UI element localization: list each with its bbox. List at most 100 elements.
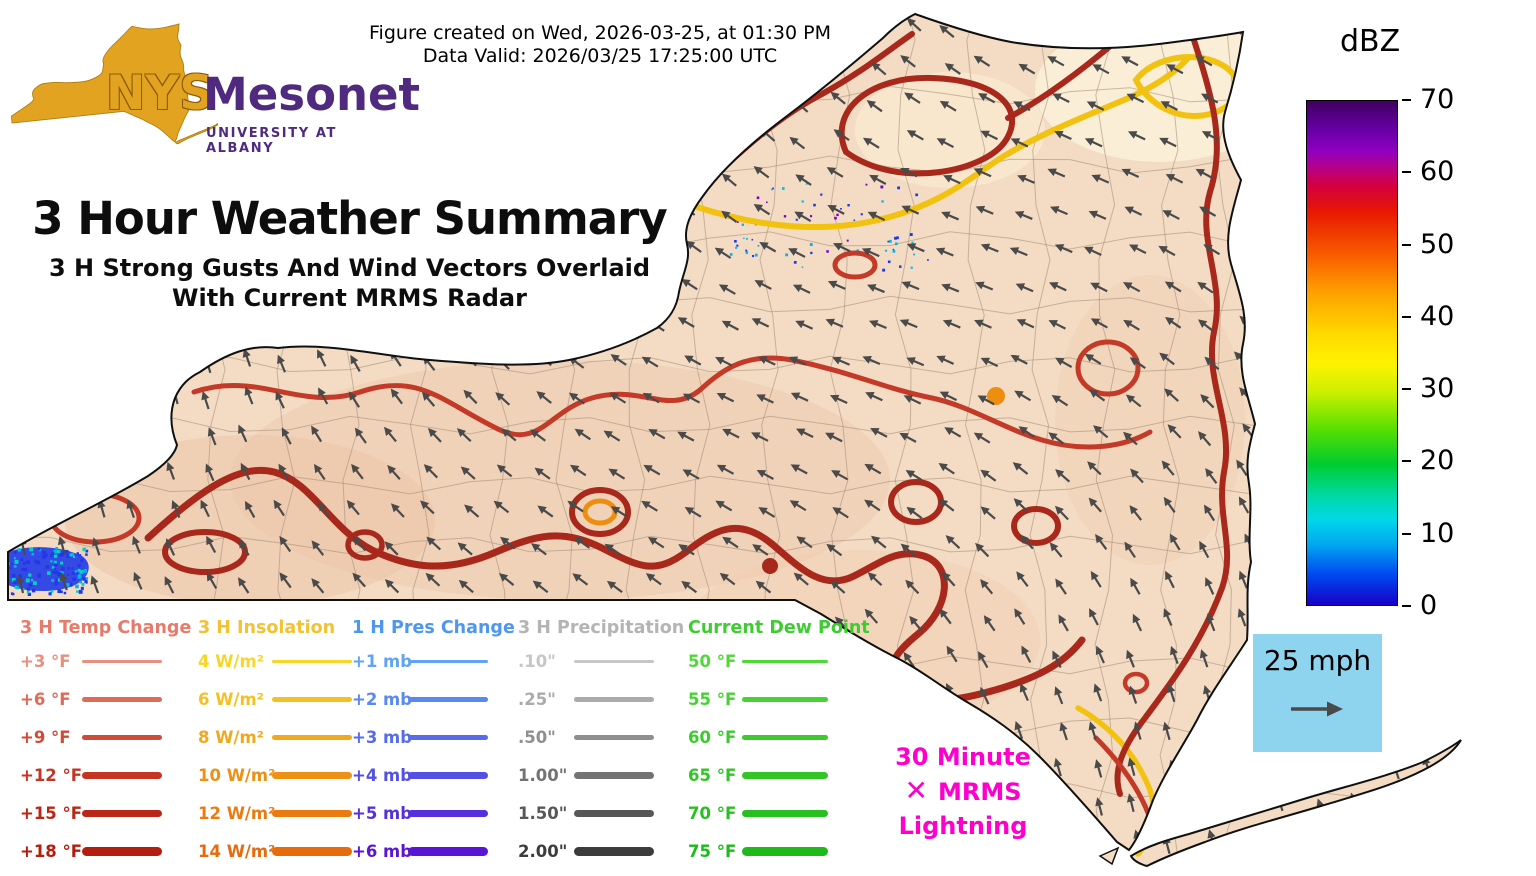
colorbar-tick-label: 40 — [1420, 300, 1455, 332]
legend-item-line — [82, 697, 162, 702]
wind-reference-label: 25 mph — [1263, 644, 1372, 677]
legend-row: 2.00" — [518, 842, 654, 861]
colorbar-tick-label: 60 — [1420, 156, 1455, 188]
legend-item-line — [272, 772, 352, 779]
legend-row: 14 W/m² — [198, 842, 352, 861]
logo-mesonet-text: Mesonet — [203, 68, 421, 121]
legend-row: +6 mb — [352, 842, 488, 861]
legend-item-label: +18 °F — [20, 842, 83, 861]
legend-item-label: +2 mb — [352, 690, 413, 709]
legend-item-label: +5 mb — [352, 804, 413, 823]
colorbar-tick-mark — [1402, 315, 1411, 318]
lightning-x-marker-icon: ✕ — [904, 774, 928, 807]
lightning-note-mrms: MRMS — [937, 778, 1022, 806]
mrms-lightning-note: 30 Minute ✕ MRMS Lightning — [858, 740, 1068, 843]
legend-item-line — [574, 734, 654, 741]
legend-item-label: +1 mb — [352, 652, 413, 671]
legend-item-label: 6 W/m² — [198, 690, 264, 709]
legend-item-line — [82, 772, 162, 779]
legend-item-line — [742, 847, 828, 856]
logo-university-text: UNIVERSITY AT ALBANY — [206, 126, 337, 156]
legend-row: 10 W/m² — [198, 766, 352, 785]
legend-row: +1 mb — [352, 652, 488, 671]
subtitle-line-2: With Current MRMS Radar — [172, 284, 527, 312]
legend-item-label: 4 W/m² — [198, 652, 264, 671]
legend-row: +3 mb — [352, 728, 488, 747]
legend-item-line — [272, 697, 352, 702]
colorbar-tick-mark — [1402, 388, 1411, 391]
page-title: 3 Hour Weather Summary — [32, 192, 667, 245]
legend-item-line — [574, 697, 654, 702]
colorbar-tick-label: 10 — [1420, 517, 1455, 549]
nys-mesonet-logo: NYS Mesonet UNIVERSITY AT ALBANY — [6, 2, 420, 180]
legend-row: 1.50" — [518, 804, 654, 823]
title-block: 3 Hour Weather Summary 3 H Strong Gusts … — [22, 192, 677, 312]
legend-item-line — [742, 734, 828, 741]
legend-item-line — [574, 809, 654, 818]
legend-item-line — [574, 660, 654, 663]
legend-item-line — [272, 847, 352, 856]
legend-item-label: 55 °F — [688, 690, 737, 709]
legend-row: +6 °F — [20, 690, 162, 709]
legend-item-line — [742, 809, 828, 818]
legend-row: +3 °F — [20, 652, 162, 671]
legend-row: .50" — [518, 728, 654, 747]
legend-row: 65 °F — [688, 766, 828, 785]
colorbar-tick-mark — [1402, 532, 1411, 535]
legend-item-line — [82, 809, 162, 818]
legend-row: 50 °F — [688, 652, 828, 671]
legend-item-label: 8 W/m² — [198, 728, 264, 747]
logo-nys-text: NYS — [106, 66, 214, 121]
lightning-note-line-3: Lightning — [898, 812, 1028, 840]
legend-item-label: .25" — [518, 690, 556, 709]
legend-item-label: +3 mb — [352, 728, 413, 747]
legend-item-line — [574, 772, 654, 779]
legend-item-label: 60 °F — [688, 728, 737, 747]
legend-item-label: 1.50" — [518, 804, 568, 823]
colorbar-tick-mark — [1402, 171, 1411, 174]
legend-item-label: +6 mb — [352, 842, 413, 861]
legend-column-header: 3 H Precipitation — [518, 618, 685, 638]
lightning-note-line-2: ✕ MRMS — [858, 774, 1068, 809]
dbz-colorbar — [1306, 100, 1398, 606]
legend-item-line — [272, 809, 352, 818]
legend-column-header: 3 H Insolation — [198, 618, 336, 638]
legend-row: 8 W/m² — [198, 728, 352, 747]
legend-row: .25" — [518, 690, 654, 709]
legend-row: +2 mb — [352, 690, 488, 709]
colorbar-tick-label: 0 — [1420, 590, 1438, 621]
legend-row: +4 mb — [352, 766, 488, 785]
colorbar-title: dBZ — [1340, 24, 1401, 59]
colorbar-tick-label: 50 — [1420, 228, 1455, 260]
legend-item-line — [408, 847, 488, 856]
legend-row: +12 °F — [20, 766, 162, 785]
colorbar-tick-label: 70 — [1420, 84, 1455, 115]
legend-row: 12 W/m² — [198, 804, 352, 823]
legend-item-line — [408, 660, 488, 663]
legend-row: +15 °F — [20, 804, 162, 823]
legend-item-line — [742, 772, 828, 779]
legend: 3 H Temp Change +3 °F +6 °F +9 °F +12 °F +15 … — [0, 608, 900, 876]
staten-island — [1098, 846, 1120, 866]
mrms-radar-echoes — [8, 183, 929, 596]
legend-item-line — [272, 660, 352, 663]
legend-row: +18 °F — [20, 842, 162, 861]
legend-item-label: +9 °F — [20, 728, 71, 747]
legend-item-label: 1.00" — [518, 766, 568, 785]
legend-column-header: 1 H Pres Change — [352, 618, 515, 638]
wind-speed-reference: 25 mph — [1253, 634, 1382, 752]
legend-item-line — [408, 809, 488, 818]
legend-item-line — [742, 697, 828, 702]
legend-item-label: 12 W/m² — [198, 804, 276, 823]
legend-item-label: 2.00" — [518, 842, 568, 861]
legend-item-label: 75 °F — [688, 842, 737, 861]
legend-item-label: +15 °F — [20, 804, 83, 823]
subtitle-line-1: 3 H Strong Gusts And Wind Vectors Overla… — [48, 254, 651, 282]
legend-item-label: 14 W/m² — [198, 842, 276, 861]
long-island-fill — [1131, 740, 1461, 866]
legend-column-header: Current Dew Point — [688, 618, 870, 638]
legend-row: +5 mb — [352, 804, 488, 823]
legend-row: 6 W/m² — [198, 690, 352, 709]
